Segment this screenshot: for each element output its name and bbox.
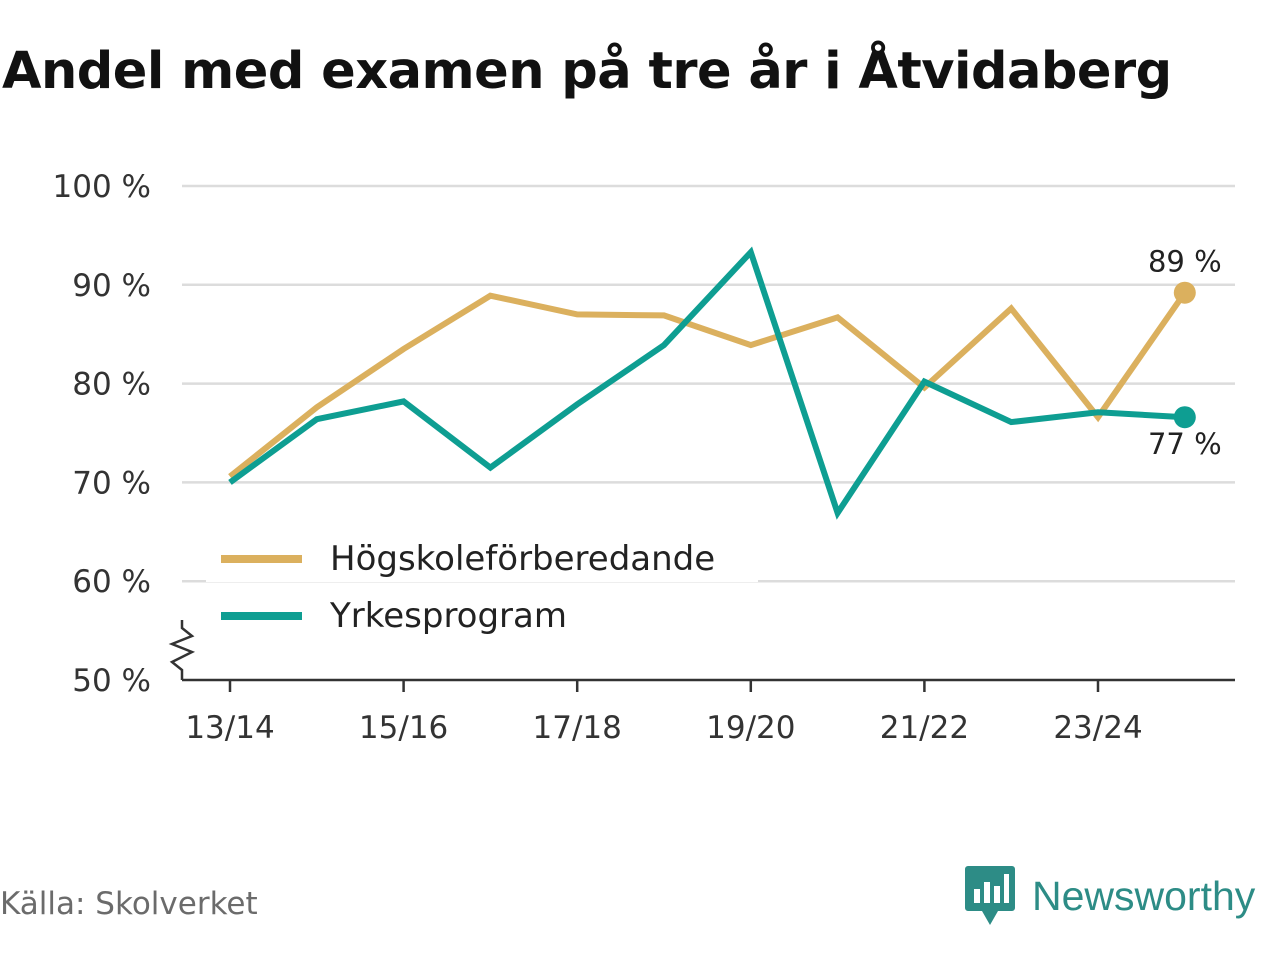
x-tick-label: 17/18 — [533, 710, 622, 746]
series-end-label: 89 % — [1148, 245, 1222, 279]
axes: 50 % 60 % 70 % 80 % 90 % 100 % 13/14 15/16 17/18… — [53, 169, 1235, 746]
x-tick-label: 15/16 — [359, 710, 448, 746]
brand-logo: Newsworthy — [964, 864, 1255, 928]
source-note: Källa: Skolverket — [0, 886, 258, 922]
series-end-point — [1173, 406, 1196, 429]
y-tick-label: 90 % — [72, 268, 151, 304]
x-tick-label: 13/14 — [185, 710, 274, 746]
grid-lines — [182, 184, 1235, 583]
y-tick-label: 60 % — [72, 564, 151, 600]
y-axis-break-icon — [168, 620, 196, 680]
series-end-label: 77 % — [1148, 427, 1222, 461]
x-tick-label: 23/24 — [1053, 710, 1142, 746]
legend: Högskoleförberedande Yrkesprogram — [206, 530, 758, 636]
chart-title: Andel med examen på tre år i Åtvidaberg — [2, 42, 1172, 101]
legend-label: Högskoleförberedande — [330, 539, 715, 579]
series-lines: 89 % 77 % — [228, 245, 1222, 520]
x-tick-label: 21/22 — [880, 710, 969, 746]
y-tick-label: 50 % — [72, 663, 151, 699]
y-tick-label: 70 % — [72, 465, 151, 501]
newsworthy-chart-logo-icon — [965, 866, 1015, 925]
y-tick-label: 80 % — [72, 367, 151, 403]
x-tick-label: 19/20 — [706, 710, 795, 746]
brand-name: Newsworthy — [1032, 872, 1256, 919]
legend-label: Yrkesprogram — [329, 596, 567, 636]
series-line-yrkesprogram — [228, 246, 1185, 520]
y-tick-label: 100 % — [53, 169, 151, 205]
series-end-point — [1173, 281, 1196, 304]
series-line-hogskoleforberedande — [228, 290, 1188, 479]
